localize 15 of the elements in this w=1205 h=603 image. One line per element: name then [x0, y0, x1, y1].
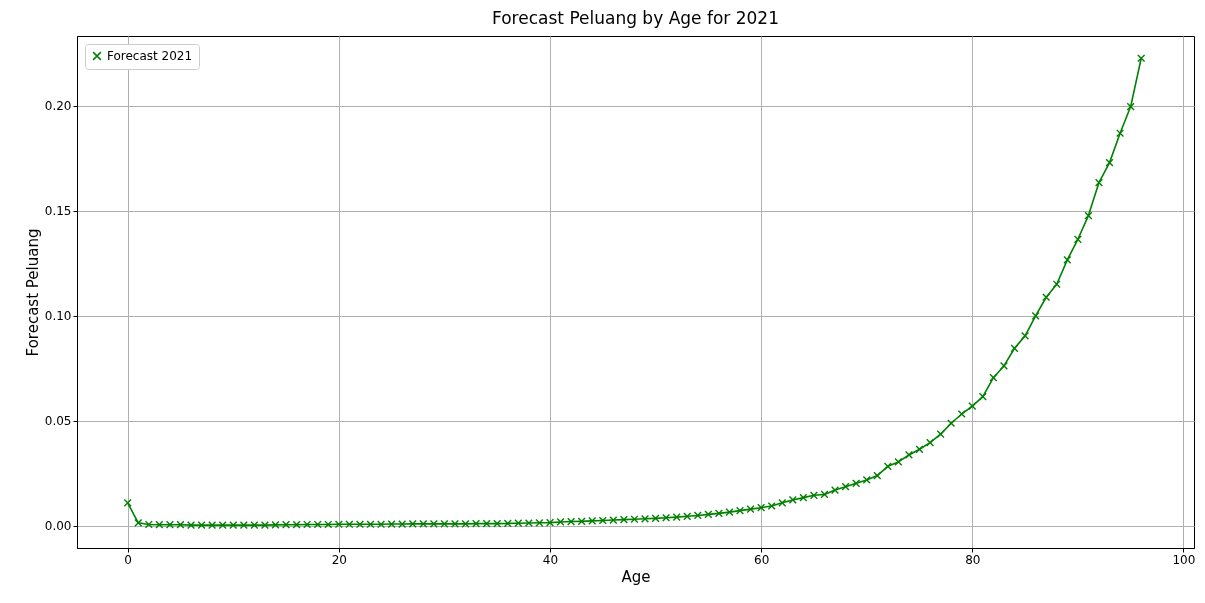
y-tick-label: 0.20: [44, 99, 72, 114]
x-tick-label: 40: [542, 552, 559, 567]
x-tick-label: 0: [124, 552, 132, 567]
legend-label: Forecast 2021: [107, 49, 193, 63]
chart-title: Forecast Peluang by Age for 2021: [492, 8, 779, 28]
x-tick-label: 60: [754, 552, 770, 567]
x-tick-label: 20: [331, 552, 347, 567]
x-axis-title: Age: [621, 567, 651, 586]
y-tick-label: 0.00: [44, 519, 72, 534]
x-tick-label: 80: [965, 552, 981, 567]
y-axis-title: Forecast Peluang: [23, 228, 42, 357]
y-tick-label: 0.10: [44, 309, 72, 324]
y-tick-label: 0.05: [44, 414, 72, 429]
y-tick-label: 0.15: [44, 204, 72, 219]
x-tick-label: 100: [1172, 552, 1196, 567]
